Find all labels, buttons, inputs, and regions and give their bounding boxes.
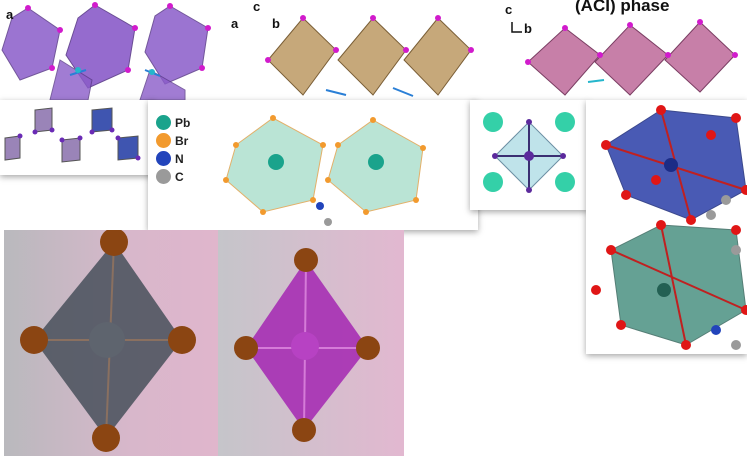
axis-a-label: a [6,7,14,22]
phase-label: (ACI) phase [575,0,670,15]
magenta-octahedron-graphic [234,248,380,442]
legend-label: C [175,169,184,184]
legend-mint-octahedra-panel: Pb Br N C [148,100,478,230]
legend-item: Br [156,133,188,148]
chain-octahedra-panel [0,100,155,175]
blue-green-octahedra-panel [586,100,747,354]
grey-octahedron-graphic [20,230,196,452]
tan-octahedra-graphic [265,15,474,97]
grey-octahedron-panel [4,230,218,456]
mint-octahedra-graphic [223,115,426,226]
br-atom-icon [156,133,171,148]
blue-green-octahedra-graphic [591,105,747,350]
axis-c-label: c [505,2,513,17]
axis-a-label: a [231,16,239,31]
pink-octahedra-graphic [511,19,738,96]
legend-item: N [156,151,184,166]
pb-atom-icon [156,115,171,130]
c-atom-icon [156,169,171,184]
pink-octahedra-panel: c b (ACI) phase [500,0,747,100]
purple-octahedra-panel: a [0,0,235,100]
axis-c-label: c [253,0,261,14]
top-view-octahedron-panel [470,100,588,210]
legend-label: Pb [175,115,191,130]
legend-item: C [156,169,184,184]
axis-b-label: b [524,21,532,36]
legend-label: Br [175,133,189,148]
magenta-octahedron-panel [218,230,404,456]
chain-octahedra-graphic [4,107,141,163]
tan-octahedra-panel: a b c [228,0,500,100]
n-atom-icon [156,151,171,166]
legend-label: N [175,151,184,166]
top-view-octahedron-graphic [483,112,575,193]
legend-item: Pb [156,115,190,130]
purple-octahedra-graphic [1,2,211,100]
axis-b-label: b [272,16,280,31]
